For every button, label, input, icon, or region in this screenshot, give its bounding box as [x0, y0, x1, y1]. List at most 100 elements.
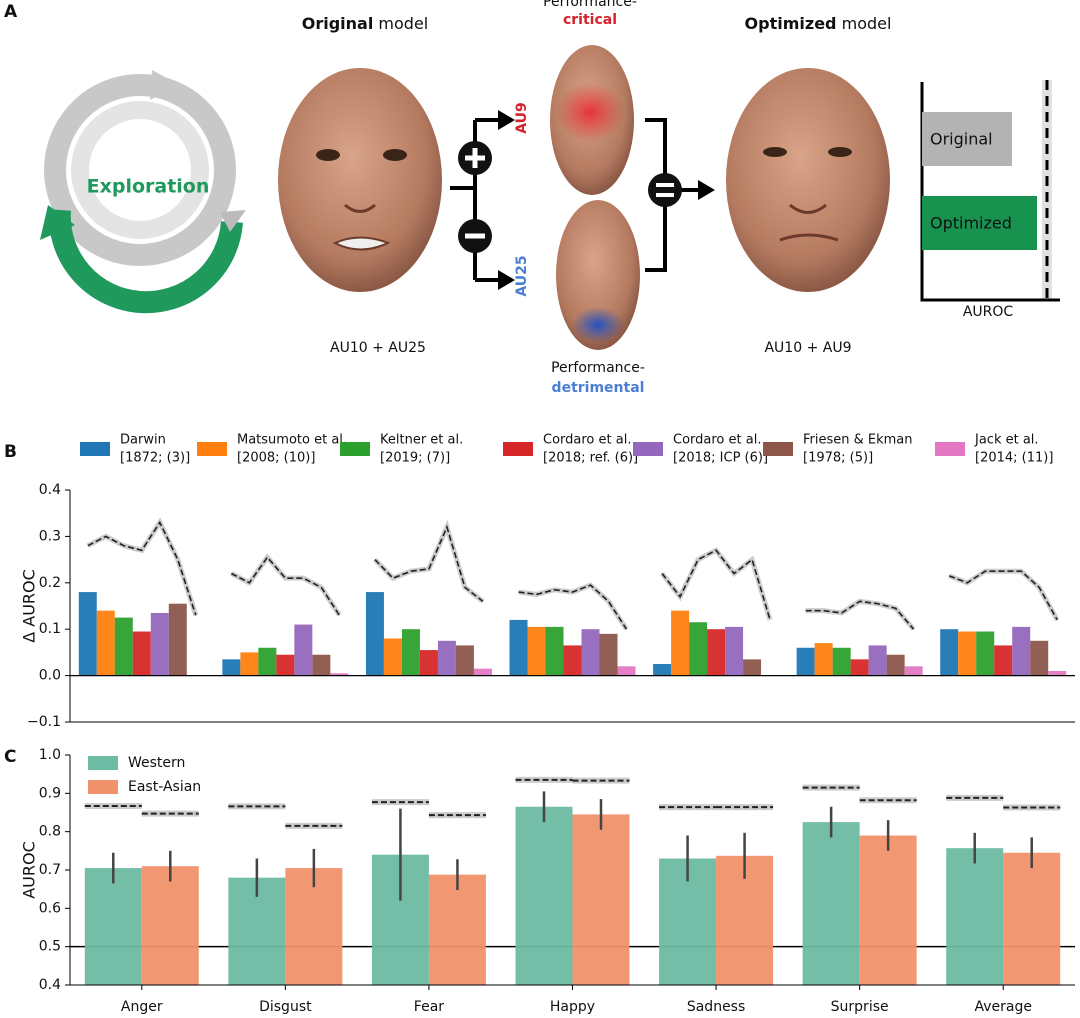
bar — [437, 640, 456, 676]
bar — [572, 814, 630, 985]
bar — [802, 822, 860, 985]
bar — [671, 610, 690, 676]
bar — [563, 645, 582, 676]
panel-label: C — [4, 747, 16, 767]
legend-swatch — [763, 442, 793, 456]
original-face — [278, 68, 442, 292]
legend-label: Matsumoto et al. — [237, 433, 347, 448]
legend-label: Friesen & Ekman — [803, 433, 913, 448]
x-tick-label: Anger — [121, 999, 163, 1015]
x-tick-label: Fear — [414, 999, 444, 1015]
bar — [1012, 626, 1031, 676]
bar — [401, 629, 420, 676]
bar — [141, 866, 199, 985]
bar — [132, 631, 151, 676]
bar — [276, 654, 295, 676]
bar — [78, 592, 97, 676]
bar — [96, 610, 115, 676]
bar — [222, 659, 241, 676]
x-tick-label: Sadness — [687, 999, 745, 1015]
legend-swatch — [340, 442, 370, 456]
exploration-cycle: Exploration — [40, 70, 246, 314]
legend-label: Cordaro et al. — [673, 433, 761, 448]
legend-swatch — [80, 442, 110, 456]
legend-citation: [2019; (7)] — [380, 451, 450, 466]
ceiling-shadow — [805, 598, 916, 631]
legend-citation: [1978; (5)] — [803, 451, 873, 466]
bar — [383, 638, 402, 676]
optimized-caption: AU10 + AU9 — [764, 340, 851, 356]
legend-citation: [2018; ref. (6)] — [543, 451, 638, 466]
bar — [527, 626, 546, 676]
bar — [1003, 852, 1061, 985]
bar — [850, 659, 869, 676]
y-tick-label: 0.1 — [39, 621, 61, 637]
bar — [114, 617, 133, 676]
bar — [904, 666, 923, 676]
y-axis-label: AUROC — [20, 841, 39, 899]
bar — [240, 652, 259, 676]
au-bottom: AU25 — [514, 255, 530, 296]
ceiling — [518, 584, 628, 630]
bar — [1030, 640, 1049, 676]
critical-word: critical — [563, 12, 617, 28]
legend-citation: [2018; ICP (6)] — [673, 451, 768, 466]
critical-face — [550, 45, 634, 195]
bar — [168, 603, 187, 676]
bar — [976, 631, 995, 676]
ceiling-shadow — [86, 517, 199, 617]
title-bold: Original — [302, 14, 374, 33]
y-tick-label: 0.4 — [39, 482, 61, 498]
y-tick-label: 0.4 — [39, 977, 61, 993]
title-rest: model — [378, 14, 428, 33]
y-tick-label: 0.2 — [39, 575, 61, 591]
merge-arrows — [645, 118, 715, 272]
ceiling — [87, 520, 197, 616]
ceiling — [230, 555, 341, 616]
y-tick-label: 0.9 — [39, 785, 61, 801]
y-tick-label: −0.1 — [27, 714, 61, 730]
y-tick-label: 0.8 — [39, 824, 61, 840]
y-tick-label: 1.0 — [39, 747, 61, 763]
mini-bar-label: Optimized — [930, 214, 1012, 233]
legend-citation: [1872; (3)] — [120, 451, 190, 466]
x-tick-label: Average — [974, 999, 1032, 1015]
bar — [617, 666, 636, 676]
bar — [581, 629, 600, 676]
bar — [743, 659, 762, 676]
bar — [365, 592, 384, 676]
legend-swatch — [88, 756, 118, 770]
bar — [312, 654, 331, 676]
panel-label: B — [4, 442, 17, 462]
bar — [707, 629, 726, 676]
bar — [294, 624, 313, 676]
bar — [689, 622, 708, 676]
y-tick-label: 0.6 — [39, 900, 61, 916]
bar — [509, 619, 528, 676]
cycle-label: Exploration — [87, 176, 210, 198]
legend-label: Western — [128, 755, 185, 771]
legend-label: Darwin — [120, 433, 166, 448]
ceiling — [374, 524, 484, 602]
bar — [419, 650, 438, 676]
bar — [428, 874, 486, 985]
bar — [832, 647, 851, 676]
bar — [455, 645, 474, 676]
original-caption: AU10 + AU25 — [330, 340, 426, 356]
bar — [473, 668, 492, 676]
title-rest: model — [842, 14, 892, 33]
critical-label: Performance- — [543, 0, 637, 10]
bar — [599, 633, 618, 676]
legend-label: Jack et al. — [974, 433, 1039, 448]
mini-bar-label: Original — [930, 130, 993, 149]
ceiling — [805, 600, 915, 630]
bar — [958, 631, 977, 676]
bar — [946, 848, 1004, 985]
x-tick-label: Happy — [550, 999, 595, 1015]
ceiling-shadow — [230, 553, 342, 617]
bar — [653, 664, 672, 676]
y-tick-label: 0.0 — [39, 668, 61, 684]
y-tick-label: 0.3 — [39, 528, 61, 544]
bar — [150, 612, 169, 676]
